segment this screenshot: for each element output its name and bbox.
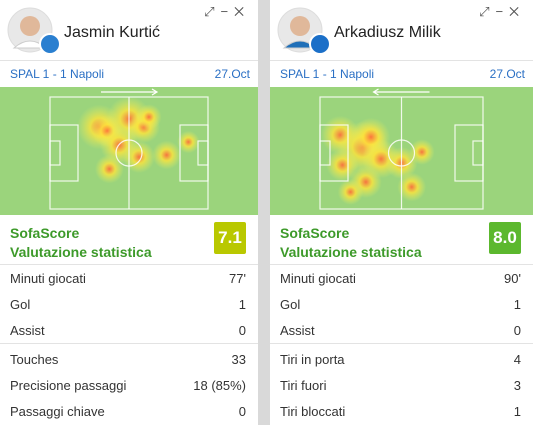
avatar [277,7,331,55]
stat-row: Tiri in porta 4 [270,347,533,373]
heatmap [270,87,533,215]
player-name: Arkadiusz Milik [334,24,441,41]
pitch-line [472,140,484,166]
team-badge [39,33,61,55]
player-name: Jasmin Kurtić [64,24,161,41]
rating-title: SofaScore [280,225,350,241]
window-icons: ⤢−✕ [479,4,525,19]
stat-row: Passaggi chiave 0 [0,399,258,425]
stat-value: 1 [513,404,521,419]
stat-value: 1 [238,297,246,312]
separator [270,264,533,265]
arrow [101,88,159,96]
heat-blob [326,149,359,181]
match-score: SPAL 1 - 1 Napoli [280,67,375,81]
stat-row: Assist 0 [0,318,258,344]
pitch-line [319,140,331,166]
stat-label: Tiri bloccati [280,404,346,419]
stat-label: Minuti giocati [280,271,356,286]
match-score: SPAL 1 - 1 Napoli [10,67,105,81]
heat-blob [337,179,364,205]
stat-value: 33 [231,352,246,367]
rating-badge: 7.1 [214,222,246,254]
stat-label: Passaggi chiave [10,404,105,419]
stat-label: Gol [10,297,31,312]
stat-label: Gol [280,297,301,312]
stat-row: Precisione passaggi 18 (85%) [0,373,258,399]
stat-row: Minuti giocati 77' [0,266,258,292]
arrow [372,88,430,96]
separator [0,343,258,344]
heatmap [0,87,258,215]
stat-label: Assist [10,323,45,338]
stat-value: 18 (85%) [193,378,246,393]
stat-value: 3 [513,378,521,393]
heat-blob [94,154,124,184]
stat-value: 0 [513,323,521,338]
stat-value: 77' [229,271,246,286]
pitch-line [49,140,61,166]
team-badge [309,33,331,55]
stat-row: Assist 0 [270,318,533,344]
rating-subtitle: Valutazione statistica [280,244,422,260]
stat-row: Gol 1 [0,292,258,318]
avatar [7,7,61,55]
match-date: 27.Oct [489,67,525,81]
stat-label: Minuti giocati [10,271,86,286]
window-icons: ⤢−✕ [204,4,250,19]
stat-value: 1 [513,297,521,312]
heat-blob [123,141,155,173]
divider [258,0,270,425]
avatar-head [20,16,40,36]
stat-value: 0 [238,404,246,419]
stat-row: Tiri bloccati 1 [270,399,533,425]
stat-value: 4 [513,352,521,367]
stat-label: Precisione passaggi [10,378,127,393]
stat-label: Touches [10,352,59,367]
stat-label: Assist [280,323,315,338]
separator [0,60,258,61]
avatar-head [290,16,310,36]
stat-row: Touches 33 [0,347,258,373]
stat-value: 90' [504,271,521,286]
player-card: Jasmin Kurtić ⤢−✕ SPAL 1 - 1 Napoli 27.Oct S… [0,0,258,425]
stat-row: Gol 1 [270,292,533,318]
rating-subtitle: Valutazione statistica [10,244,152,260]
player-card: Arkadiusz Milik ⤢−✕ SPAL 1 - 1 Napoli 27.Oc… [270,0,533,425]
rating-title: SofaScore [10,225,80,241]
separator [270,60,533,61]
heat-blob [177,130,200,154]
heat-blob [397,172,427,202]
heat-blob [152,140,182,170]
separator [0,264,258,265]
match-date: 27.Oct [214,67,250,81]
pitch-line [197,140,209,166]
pitch-line [387,139,416,167]
pitch-line [115,139,143,167]
stat-value: 0 [238,323,246,338]
heat-blob [136,104,162,130]
heat-blob [409,139,435,165]
separator [270,343,533,344]
stat-row: Tiri fuori 3 [270,373,533,399]
stat-label: Tiri fuori [280,378,327,393]
stat-label: Tiri in porta [280,352,345,367]
rating-badge: 8.0 [489,222,521,254]
stat-row: Minuti giocati 90' [270,266,533,292]
